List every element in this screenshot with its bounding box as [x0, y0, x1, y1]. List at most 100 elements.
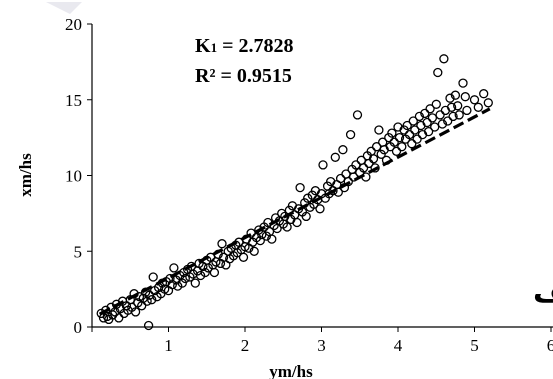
data-point	[407, 139, 417, 149]
data-point	[394, 132, 405, 143]
data-point	[422, 117, 432, 128]
data-point	[425, 104, 435, 114]
data-point	[433, 67, 443, 78]
data-point	[173, 281, 183, 291]
data-point	[142, 296, 152, 306]
data-point	[439, 54, 449, 64]
data-point	[443, 116, 453, 126]
data-point	[143, 320, 154, 331]
data-point	[169, 263, 179, 273]
data-point	[185, 272, 195, 282]
data-point	[148, 272, 158, 282]
data-point	[473, 102, 483, 112]
data-point	[200, 267, 210, 278]
data-point	[203, 263, 213, 273]
r2-annotation: R² = 0.9515	[195, 65, 292, 87]
data-point	[165, 273, 175, 284]
data-point	[462, 105, 472, 116]
data-point	[195, 270, 206, 281]
data-point	[330, 152, 340, 162]
data-point	[351, 160, 361, 170]
data-point	[370, 163, 380, 173]
data-point	[318, 160, 328, 170]
y-tick-label: 5	[74, 242, 83, 261]
data-point	[460, 92, 470, 102]
data-point	[408, 116, 418, 126]
x-tick-label: 6	[547, 336, 553, 355]
data-point	[277, 208, 287, 219]
data-point	[267, 234, 277, 244]
x-tick-label: 1	[164, 336, 173, 355]
data-point	[479, 89, 489, 99]
data-point	[430, 122, 440, 132]
fit-trendline	[98, 107, 491, 316]
data-point	[130, 307, 141, 317]
data-point	[358, 163, 369, 173]
data-point	[414, 111, 425, 122]
y-tick-label: 15	[65, 91, 82, 110]
k1-value: = 2.7828	[217, 35, 293, 57]
data-point	[402, 120, 412, 131]
data-point	[303, 193, 313, 203]
watermark-logo	[46, 2, 82, 14]
data-point	[352, 110, 363, 120]
y-tick-label: 20	[65, 15, 82, 34]
data-points	[96, 54, 493, 331]
data-point	[292, 217, 302, 228]
x-tick-label: 5	[470, 336, 479, 355]
data-point	[345, 129, 356, 140]
data-point	[445, 93, 455, 103]
data-point	[246, 228, 256, 238]
y-tick-label: 0	[74, 318, 83, 337]
x-tick-label: 4	[394, 336, 403, 355]
k1-annotation: K1 = 2.7828	[195, 35, 293, 57]
data-point	[301, 211, 311, 222]
data-point	[190, 278, 200, 288]
data-point	[453, 101, 463, 111]
data-point	[282, 222, 292, 232]
y-axis-title: xm/hs	[16, 153, 35, 197]
data-point	[217, 239, 227, 249]
data-point	[180, 273, 190, 284]
data-point	[420, 108, 430, 119]
data-point	[404, 129, 415, 140]
data-point	[177, 278, 187, 288]
data-point	[338, 145, 348, 155]
data-point	[397, 142, 407, 152]
panel-label: الف	[533, 275, 553, 310]
data-point	[376, 149, 386, 159]
x-tick-label: 3	[317, 336, 326, 355]
data-point	[458, 78, 468, 88]
data-point	[435, 110, 445, 120]
data-point	[450, 90, 461, 100]
data-point	[295, 182, 305, 193]
x-axis-title: ym/hs	[269, 362, 313, 379]
data-point	[437, 119, 448, 129]
data-point	[114, 313, 124, 323]
data-point	[371, 142, 382, 152]
k1-letter: K	[195, 35, 211, 57]
data-point	[374, 125, 384, 135]
data-point	[209, 267, 220, 278]
x-tick-label: 2	[241, 336, 250, 355]
k1-subscript: 1	[211, 40, 218, 55]
y-axis-ticks: 0 5 10 15 20	[65, 15, 92, 337]
data-point	[446, 102, 457, 112]
data-point	[423, 126, 434, 137]
data-point	[387, 128, 397, 138]
data-point	[147, 295, 157, 305]
data-point	[249, 246, 259, 256]
data-point	[238, 252, 249, 262]
data-point	[368, 154, 379, 164]
data-point	[389, 137, 399, 147]
data-point	[454, 110, 464, 120]
data-point	[255, 235, 265, 246]
data-point	[410, 125, 420, 135]
data-point	[391, 146, 402, 156]
x-axis-ticks: 1 2 3 4 5 6	[91, 327, 553, 355]
data-point	[412, 134, 422, 144]
data-point	[448, 111, 458, 122]
data-point	[335, 173, 346, 184]
data-point	[343, 176, 353, 187]
